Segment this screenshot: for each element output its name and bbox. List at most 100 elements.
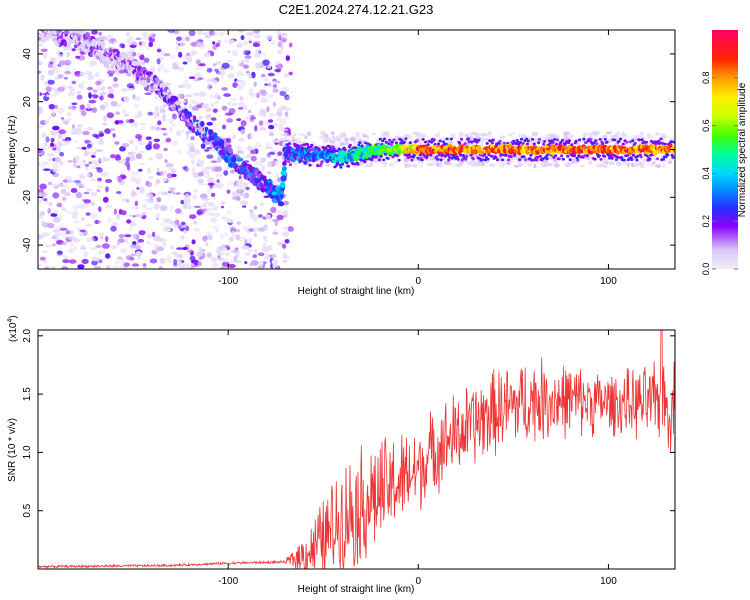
heatmap-cell bbox=[143, 33, 150, 37]
heatmap-cell bbox=[185, 83, 192, 90]
heatmap-cell bbox=[605, 140, 609, 144]
heatmap-cell bbox=[417, 136, 423, 140]
heatmap-cell bbox=[243, 50, 247, 55]
heatmap-cell bbox=[183, 197, 191, 204]
heatmap-cell bbox=[397, 158, 401, 162]
heatmap-cell bbox=[182, 54, 191, 61]
heatmap-cell bbox=[134, 145, 139, 151]
heatmap-cell bbox=[442, 137, 447, 142]
bottom-y-axis-label: SNR (10 * v/v) bbox=[7, 418, 18, 482]
heatmap-cell bbox=[337, 147, 341, 151]
heatmap-cell bbox=[546, 162, 554, 167]
heatmap-cell bbox=[130, 253, 136, 257]
heatmap-cell bbox=[85, 32, 91, 38]
heatmap-cell bbox=[162, 69, 170, 73]
heatmap-cell bbox=[272, 219, 280, 222]
heatmap-cell bbox=[147, 111, 154, 116]
heatmap-cell bbox=[72, 204, 79, 211]
heatmap-cell bbox=[236, 157, 244, 162]
heatmap-cell bbox=[66, 51, 71, 57]
heatmap-cell bbox=[88, 99, 96, 104]
heatmap-cell bbox=[98, 130, 104, 138]
heatmap-cell bbox=[426, 143, 430, 147]
heatmap-cell bbox=[196, 251, 203, 258]
heatmap-cell bbox=[670, 153, 674, 157]
heatmap-cell bbox=[227, 73, 235, 79]
heatmap-cell bbox=[404, 137, 408, 141]
heatmap-cell bbox=[262, 242, 267, 248]
heatmap-cell bbox=[180, 212, 184, 216]
top-x-tick-label: 100 bbox=[600, 276, 617, 287]
heatmap-cell bbox=[57, 250, 63, 255]
heatmap-cell bbox=[266, 161, 272, 168]
heatmap-cell bbox=[47, 222, 55, 229]
heatmap-cell bbox=[321, 131, 326, 136]
bottom-y-ticks: 0.5 1.0 1.5 2.0 bbox=[22, 328, 675, 518]
heatmap-cell bbox=[609, 135, 615, 138]
heatmap-cell bbox=[44, 30, 48, 33]
heatmap-cell bbox=[244, 58, 250, 64]
heatmap-cell bbox=[102, 250, 106, 254]
heatmap-cell bbox=[66, 179, 75, 183]
heatmap-cell bbox=[43, 168, 51, 171]
heatmap-cell bbox=[92, 133, 99, 138]
heatmap-cell bbox=[59, 160, 64, 166]
heatmap-cell bbox=[237, 188, 242, 195]
heatmap-cell bbox=[339, 165, 343, 169]
heatmap-cell bbox=[62, 118, 66, 125]
heatmap-cell bbox=[540, 162, 547, 167]
heatmap-cell bbox=[194, 150, 201, 155]
heatmap-cell bbox=[499, 135, 506, 139]
heatmap-cell bbox=[61, 266, 69, 269]
heatmap-cell bbox=[87, 127, 94, 131]
heatmap-cell bbox=[639, 155, 643, 159]
heatmap-cell bbox=[147, 200, 155, 204]
heatmap-cell bbox=[595, 142, 599, 146]
heatmap-cell bbox=[299, 159, 303, 163]
heatmap-cell bbox=[372, 132, 376, 136]
heatmap-cell bbox=[189, 266, 194, 269]
heatmap-cell bbox=[511, 142, 515, 146]
heatmap-cell bbox=[267, 81, 272, 87]
heatmap-cell bbox=[73, 220, 80, 224]
heatmap-cell bbox=[543, 140, 547, 143]
heatmap-cell bbox=[91, 237, 96, 242]
heatmap-cell bbox=[43, 142, 48, 148]
heatmap-cell bbox=[105, 235, 109, 243]
heatmap-cell bbox=[261, 52, 267, 56]
heatmap-cell bbox=[553, 158, 557, 163]
heatmap-cell bbox=[498, 139, 502, 143]
heatmap-cell bbox=[231, 196, 240, 201]
heatmap-cell bbox=[128, 119, 135, 123]
heatmap-cell bbox=[585, 154, 589, 158]
heatmap-cell bbox=[210, 160, 218, 163]
heatmap-cell bbox=[38, 43, 44, 47]
heatmap-cell bbox=[470, 140, 474, 144]
heatmap-cell bbox=[103, 115, 107, 122]
heatmap-cell bbox=[446, 153, 450, 157]
heatmap-cell bbox=[293, 162, 299, 165]
heatmap-cell bbox=[41, 192, 48, 197]
heatmap-cell bbox=[169, 187, 175, 194]
heatmap-cell bbox=[107, 217, 112, 224]
heatmap-cell bbox=[238, 42, 243, 47]
heatmap-cell bbox=[598, 137, 602, 141]
heatmap-cell bbox=[170, 245, 175, 250]
heatmap-cell bbox=[191, 263, 195, 266]
heatmap-cell bbox=[259, 64, 265, 69]
heatmap-cell bbox=[157, 120, 162, 126]
heatmap-cell bbox=[605, 131, 613, 134]
heatmap-cell bbox=[112, 265, 121, 269]
heatmap-cell bbox=[526, 139, 530, 143]
heatmap-cell bbox=[221, 87, 229, 91]
heatmap-cell bbox=[567, 139, 572, 143]
heatmap-cell bbox=[101, 44, 105, 50]
heatmap-cell bbox=[45, 86, 52, 92]
heatmap-cell bbox=[86, 188, 93, 192]
heatmap-cell bbox=[39, 183, 47, 190]
heatmap-cell bbox=[561, 157, 566, 161]
heatmap-cell bbox=[160, 222, 165, 226]
heatmap-cell bbox=[102, 122, 108, 126]
heatmap-cell bbox=[67, 160, 73, 163]
heatmap-cell bbox=[276, 214, 284, 220]
